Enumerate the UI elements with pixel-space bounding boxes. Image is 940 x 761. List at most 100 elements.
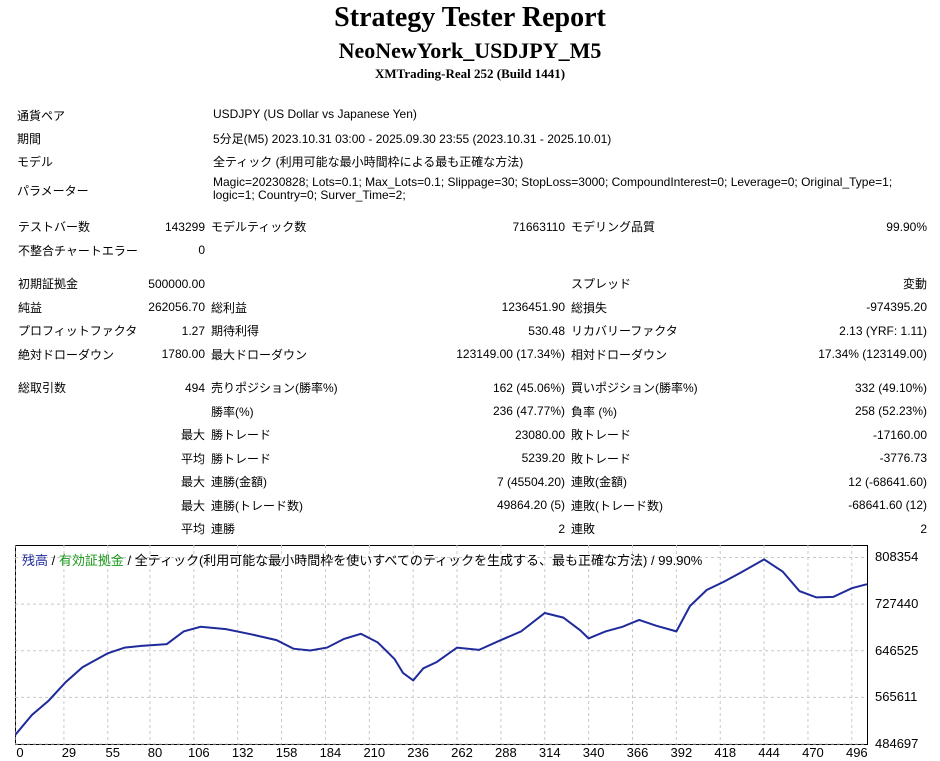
largest-loss-value: -17160.00 <box>872 427 927 442</box>
y-tick-label: 646525 <box>875 642 919 658</box>
chart-legend: 残高 / 有効証拠金 / 全ティック(利用可能な最小時間枠を使いすべてのティック… <box>22 550 702 569</box>
avg-consecutive-wins-label: 連勝 <box>211 522 236 537</box>
short-positions-value: 162 (45.06%) <box>492 380 565 395</box>
avg-prefix: 平均 <box>180 451 205 466</box>
stats-row: 不整合チャートエラー 0 <box>15 239 930 263</box>
short-positions-label: 売りポジション(勝率%) <box>211 381 338 396</box>
avg-loss-label: 敗トレード <box>571 451 632 466</box>
x-tick-label: 80 <box>147 745 163 760</box>
legend-model: 全ティック(利用可能な最小時間枠を使いすべてのティックを生成する、最も正確な方法… <box>134 553 703 568</box>
max-consecutive-loss-amount-label: 連敗(トレード数) <box>571 498 663 513</box>
largest-win-value: 23080.00 <box>514 427 565 442</box>
balance-chart <box>15 545 868 745</box>
quality-value: 99.90% <box>886 219 927 234</box>
avg-prefix: 平均 <box>180 522 205 537</box>
maximal-drawdown-value: 123149.00 (17.34%) <box>456 347 565 362</box>
period-value: 5分足(M5) 2023.10.31 03:00 - 2025.09.30 23… <box>213 132 612 146</box>
stats-row: 勝率(%) 236 (47.77%) 負率 (%) 258 (52.23%) <box>15 400 930 424</box>
stats-row: 最大 勝トレード 23080.00 敗トレード -17160.00 <box>15 423 930 447</box>
relative-drawdown-label: 相対ドローダウン <box>571 347 668 362</box>
max-consecutive-wins-label: 連勝(金額) <box>211 475 267 490</box>
relative-drawdown-value: 17.34% (123149.00) <box>818 347 927 362</box>
stats-row: 平均 勝トレード 5239.20 敗トレード -3776.73 <box>15 447 930 471</box>
server-build: XMTrading-Real 252 (Build 1441) <box>374 66 566 81</box>
stats-row: 平均 連勝 2 連敗 2 <box>15 517 930 541</box>
parameters-value: Magic=20230828; Lots=0.1; Max_Lots=0.1; … <box>213 175 893 202</box>
loss-rate-label: 負率 (%) <box>571 404 617 419</box>
spread-value: 変動 <box>902 277 927 292</box>
y-tick-label: 565611 <box>875 689 918 705</box>
ticks-value: 71663110 <box>512 219 566 234</box>
avg-win-value: 5239.20 <box>521 451 565 466</box>
avg-win-label: 勝トレード <box>211 451 272 466</box>
pair-label: 通貨ペア <box>17 109 66 123</box>
long-positions-label: 買いポジション(勝率%) <box>571 381 698 396</box>
strategy-name: NeoNewYork_USDJPY_M5 <box>338 38 602 63</box>
long-positions-value: 332 (49.10%) <box>854 380 927 395</box>
bars-value: 143299 <box>164 219 205 234</box>
max-prefix: 最大 <box>180 475 205 490</box>
x-tick-label: 29 <box>61 745 77 760</box>
x-tick-label: 444 <box>758 745 780 760</box>
x-tick-label: 132 <box>231 745 254 760</box>
stats-row: 最大 連勝(トレード数) 49864.20 (5) 連敗(トレード数) -686… <box>15 494 930 518</box>
x-tick-label: 340 <box>582 745 605 760</box>
x-tick-label: 392 <box>670 745 693 760</box>
x-tick-label: 210 <box>363 745 386 760</box>
loss-rate-value: 258 (52.23%) <box>854 404 927 419</box>
win-rate-value: 236 (47.77%) <box>492 404 565 419</box>
y-tick-label: 808354 <box>875 549 919 565</box>
model-label: モデル <box>17 155 54 169</box>
gross-loss-label: 総損失 <box>571 300 608 315</box>
x-tick-label: 496 <box>845 745 868 760</box>
x-tick-label: 366 <box>626 745 649 760</box>
gross-loss-value: -974395.20 <box>866 300 927 315</box>
y-tick-label: 484697 <box>875 736 919 751</box>
x-tick-label: 106 <box>187 745 210 760</box>
expected-payoff-value: 530.48 <box>528 323 565 338</box>
legend-equity: 有効証拠金 <box>58 553 124 568</box>
largest-loss-label: 敗トレード <box>571 428 632 443</box>
avg-consecutive-losses-value: 2 <box>920 521 927 536</box>
balance-line <box>15 558 868 736</box>
max-consecutive-wins-value: 7 (45504.20) <box>496 474 565 489</box>
total-trades-value: 494 <box>184 380 205 395</box>
stats-row: テストバー数 143299 モデルティック数 71663110 モデリング品質 … <box>15 215 930 239</box>
max-prefix: 最大 <box>180 498 205 513</box>
legend-balance: 残高 <box>22 553 49 568</box>
net-profit-value: 262056.70 <box>148 300 205 315</box>
max-consecutive-loss-amount-value: -68641.60 (12) <box>848 498 927 513</box>
ticks-label: モデルティック数 <box>211 220 307 235</box>
stats-row: 総取引数 494 売りポジション(勝率%) 162 (45.06%) 買いポジシ… <box>15 376 930 400</box>
max-consecutive-losses-value: 12 (-68641.60) <box>848 474 927 489</box>
maximal-drawdown-label: 最大ドローダウン <box>211 347 308 362</box>
max-consecutive-losses-label: 連敗(金額) <box>571 475 627 490</box>
stats-row: プロフィットファクタ 1.27 期待利得 530.48 リカバリーファクタ 2.… <box>15 319 930 343</box>
mismatch-label: 不整合チャートエラー <box>18 243 138 258</box>
stats-row: 絶対ドローダウン 1780.00 最大ドローダウン 123149.00 (17.… <box>15 343 930 367</box>
recovery-factor-label: リカバリーファクタ <box>571 324 678 339</box>
avg-loss-value: -3776.73 <box>879 451 927 466</box>
profit-factor-label: プロフィットファクタ <box>18 324 138 339</box>
stats-table: テストバー数 143299 モデルティック数 71663110 モデリング品質 … <box>15 215 930 541</box>
x-tick-label: 288 <box>495 745 517 760</box>
x-tick-label: 470 <box>802 745 824 760</box>
stats-row: 最大 連勝(金額) 7 (45504.20) 連敗(金額) 12 (-68641… <box>15 470 930 494</box>
mismatch-value: 0 <box>198 243 205 258</box>
avg-consecutive-wins-value: 2 <box>558 521 565 536</box>
x-tick-label: 262 <box>451 745 473 760</box>
avg-consecutive-losses-label: 連敗 <box>571 522 596 537</box>
period-label: 期間 <box>17 132 42 146</box>
total-trades-label: 総取引数 <box>18 381 67 396</box>
max-consecutive-profit-label: 連勝(トレード数) <box>211 498 303 513</box>
absolute-drawdown-value: 1780.00 <box>161 347 205 362</box>
deposit-value: 500000.00 <box>148 276 205 291</box>
pair-value: USDJPY (US Dollar vs Japanese Yen) <box>213 107 417 121</box>
report-title: Strategy Tester Report <box>334 2 606 33</box>
gross-profit-label: 総利益 <box>211 300 248 315</box>
legend-separator: / <box>123 553 135 568</box>
largest-win-label: 勝トレード <box>211 428 272 443</box>
deposit-label: 初期証拠金 <box>18 277 79 292</box>
stats-row: 純益 262056.70 総利益 1236451.90 総損失 -974395.… <box>15 296 930 320</box>
max-consecutive-profit-value: 49864.20 (5) <box>496 498 565 513</box>
